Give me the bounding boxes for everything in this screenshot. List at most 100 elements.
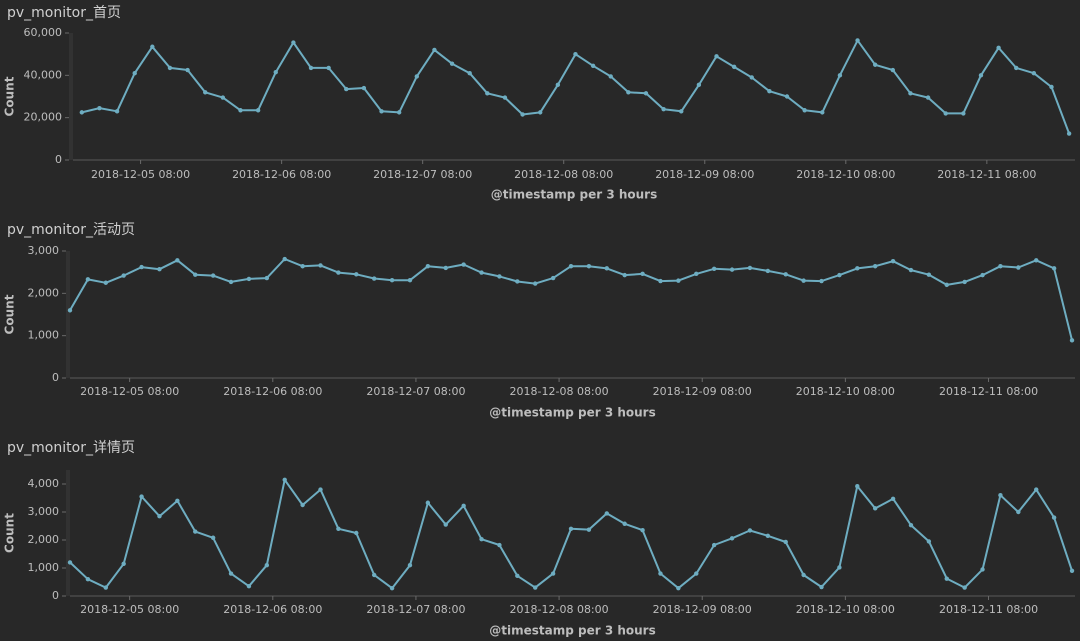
y-tick-label: 1,000 <box>28 329 60 342</box>
x-tick-label: 2018-12-06 08:00 <box>232 168 331 181</box>
data-point <box>590 63 596 69</box>
data-point <box>300 264 305 269</box>
data-point <box>573 51 578 57</box>
data-point <box>157 514 162 519</box>
data-point <box>622 272 627 278</box>
data-point <box>855 484 860 489</box>
data-point <box>497 274 502 279</box>
data-point <box>103 585 108 590</box>
x-tick-label: 2018-12-09 08:00 <box>655 168 754 181</box>
y-axis-label: Count <box>3 294 17 334</box>
data-point <box>432 47 437 53</box>
data-point <box>801 278 806 283</box>
data-point <box>711 542 717 548</box>
data-point <box>1066 131 1072 136</box>
data-point <box>908 91 913 96</box>
x-tick-label: 2018-12-07 08:00 <box>366 603 465 616</box>
data-point <box>97 105 102 111</box>
y-tick-label: 0 <box>52 371 59 384</box>
data-point <box>85 277 91 282</box>
data-point <box>765 268 771 274</box>
data-point <box>676 585 681 591</box>
x-tick-label: 2018-12-08 08:00 <box>514 168 613 181</box>
data-point <box>1051 266 1057 271</box>
data-point <box>872 62 878 67</box>
data-point <box>425 500 431 505</box>
data-point <box>978 73 984 78</box>
data-point <box>676 278 681 283</box>
data-point <box>890 258 896 264</box>
data-point <box>282 477 287 482</box>
series-line <box>69 258 1073 341</box>
data-point <box>371 276 377 281</box>
x-axis-label: @timestamp per 3 hours <box>489 406 655 420</box>
data-point <box>1014 65 1019 71</box>
data-point <box>371 572 377 578</box>
data-point <box>85 577 91 582</box>
data-point <box>273 69 278 75</box>
data-point <box>336 526 341 531</box>
chart-panel: pv_monitor_首页 Count @timestamp per 3 hours… <box>3 5 1075 202</box>
x-tick-label: 2018-12-10 08:00 <box>796 168 895 181</box>
data-point <box>980 272 985 278</box>
y-tick-label: 1,000 <box>28 561 60 574</box>
data-point <box>679 109 684 114</box>
data-point <box>502 95 508 100</box>
y-tick-label: 2,000 <box>28 286 60 299</box>
data-point <box>407 563 413 568</box>
x-tick-label: 2018-12-05 08:00 <box>91 168 190 181</box>
x-tick-label: 2018-12-07 08:00 <box>373 168 472 181</box>
data-point <box>801 572 806 578</box>
chart-panel: pv_monitor_活动页 Count @timestamp per 3 hour… <box>3 222 1075 420</box>
data-point <box>300 502 305 508</box>
data-point <box>461 503 466 509</box>
data-point <box>643 91 649 96</box>
data-point <box>1049 84 1054 90</box>
data-point <box>568 264 574 269</box>
data-point <box>67 308 73 313</box>
chart-title: pv_monitor_首页 <box>7 5 121 21</box>
y-tick-label: 20,000 <box>24 111 63 124</box>
data-point <box>538 110 543 115</box>
x-tick-label: 2018-12-07 08:00 <box>366 385 465 398</box>
data-point <box>336 270 341 275</box>
data-point <box>318 263 323 268</box>
y-tick-label: 60,000 <box>24 26 63 39</box>
data-point <box>121 273 126 278</box>
data-point <box>1016 265 1021 270</box>
data-point <box>220 95 226 100</box>
data-point <box>354 530 359 536</box>
data-point <box>837 565 842 570</box>
data-point <box>926 272 932 277</box>
data-point <box>694 571 699 576</box>
data-point <box>210 273 216 278</box>
y-tick-label: 0 <box>55 153 62 166</box>
data-point <box>203 90 208 95</box>
data-point <box>555 82 561 88</box>
x-tick-label: 2018-12-11 08:00 <box>937 168 1036 181</box>
data-point <box>515 573 520 579</box>
data-point <box>414 74 419 79</box>
data-point <box>586 264 592 269</box>
data-point <box>626 90 631 95</box>
data-point <box>361 85 367 91</box>
data-point <box>1034 258 1039 263</box>
x-tick-label: 2018-12-05 08:00 <box>80 603 179 616</box>
data-point <box>998 493 1003 498</box>
data-point <box>479 536 484 542</box>
data-point <box>998 264 1003 269</box>
data-point <box>944 282 949 288</box>
data-point <box>308 65 314 71</box>
data-point <box>622 521 627 526</box>
chart-title: pv_monitor_活动页 <box>7 222 135 238</box>
data-point <box>175 498 180 503</box>
chart-panel: pv_monitor_详情页 Count @timestamp per 3 hour… <box>3 440 1075 638</box>
data-point <box>467 71 472 76</box>
data-point <box>407 278 413 283</box>
y-tick-label: 0 <box>52 589 59 602</box>
data-point <box>837 272 842 278</box>
data-point <box>185 67 190 73</box>
data-point <box>354 272 359 277</box>
data-point <box>282 256 287 262</box>
